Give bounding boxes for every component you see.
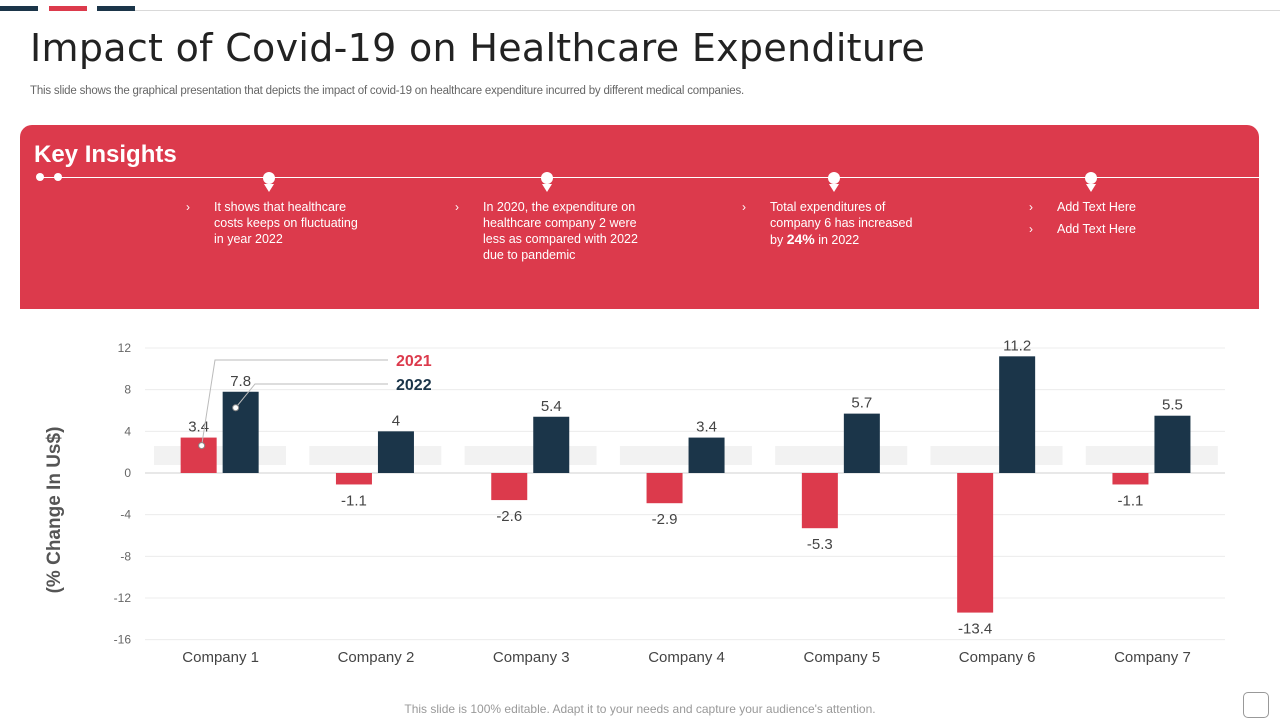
top-rule xyxy=(135,10,1280,11)
bar-2022 xyxy=(377,431,414,473)
chevron-right-icon: › xyxy=(1029,222,1033,236)
bar-2021 xyxy=(180,437,217,473)
insight-item: › In 2020, the expenditure on healthcare… xyxy=(455,199,645,263)
insight-column-3: › Total expenditures of company 6 has in… xyxy=(742,199,927,254)
footer-note: This slide is 100% editable. Adapt it to… xyxy=(404,702,876,716)
chevron-right-icon: › xyxy=(1029,200,1033,214)
insight-text: Add Text Here xyxy=(1057,200,1136,214)
top-bar-left xyxy=(0,6,38,11)
data-label-2021: -5.3 xyxy=(807,536,833,553)
timeline-dot-1 xyxy=(36,173,44,181)
legend-2022: 2022 xyxy=(396,377,432,394)
bar-2021 xyxy=(1112,473,1149,485)
x-tick-label: Company 4 xyxy=(648,649,725,666)
bar-2021 xyxy=(491,473,528,501)
page-title: Impact of Covid-19 on Healthcare Expendi… xyxy=(30,26,926,70)
insight-column-2: › In 2020, the expenditure on healthcare… xyxy=(455,199,645,269)
bar-2022 xyxy=(688,437,725,473)
pin-marker-1 xyxy=(263,172,275,194)
x-tick-label: Company 5 xyxy=(803,649,880,666)
chevron-right-icon: › xyxy=(455,200,459,214)
data-label-2022: 5.5 xyxy=(1162,397,1183,414)
key-insights-heading: Key Insights xyxy=(34,141,177,168)
insight-item: › It shows that healthcare costs keeps o… xyxy=(186,199,366,247)
y-tick-label: -8 xyxy=(120,549,131,563)
y-tick-label: 12 xyxy=(118,341,132,355)
timeline-dot-2 xyxy=(54,173,62,181)
bar-2022 xyxy=(1154,415,1191,473)
chevron-right-icon: › xyxy=(742,200,746,214)
data-label-2022: 11.2 xyxy=(1003,337,1031,354)
data-label-2021: -1.1 xyxy=(1118,492,1144,509)
pin-marker-3 xyxy=(828,172,840,194)
bar-2022 xyxy=(533,416,570,473)
x-tick-label: Company 2 xyxy=(338,649,415,666)
data-label-2021: -2.6 xyxy=(496,508,522,525)
insight-text: It shows that healthcare costs keeps on … xyxy=(214,200,358,246)
corner-box xyxy=(1243,692,1269,718)
bar-2021 xyxy=(646,473,683,504)
category-band xyxy=(619,446,752,465)
data-label-2022: 5.7 xyxy=(851,395,872,412)
bar-2022 xyxy=(999,356,1036,473)
category-band xyxy=(464,446,597,465)
category-band xyxy=(775,446,908,465)
top-bar-middle xyxy=(49,6,87,11)
insight-text: Total expenditures of company 6 has incr… xyxy=(770,200,913,247)
timeline-line xyxy=(40,177,1259,178)
insight-column-4: › Add Text Here › Add Text Here xyxy=(1029,199,1229,243)
pin-marker-4 xyxy=(1085,172,1097,194)
bar-2022 xyxy=(843,413,880,473)
data-label-2021: -2.9 xyxy=(652,511,678,528)
bar-chart: 12 8 4 0 -4 -8 -12 -16 (% Change In Us$) 3.4 7.8 Co… xyxy=(44,337,1225,666)
insight-text: In 2020, the expenditure on healthcare c… xyxy=(483,200,638,262)
insight-highlight: 24% xyxy=(786,231,815,247)
pin-marker-2 xyxy=(541,172,553,194)
insight-column-1: › It shows that healthcare costs keeps o… xyxy=(186,199,366,253)
insight-item: › Add Text Here xyxy=(1029,221,1229,237)
data-label-2022: 3.4 xyxy=(696,419,717,436)
category-band xyxy=(309,446,442,465)
x-tick-label: Company 3 xyxy=(493,649,570,666)
legend-leader-2021 xyxy=(201,359,388,446)
page-subtitle: This slide shows the graphical presentat… xyxy=(30,85,745,97)
y-tick-label: 8 xyxy=(124,383,131,397)
data-label-2022: 4 xyxy=(392,412,400,429)
top-decoration xyxy=(0,0,1280,12)
x-tick-label: Company 1 xyxy=(182,649,259,666)
insight-item: › Total expenditures of company 6 has in… xyxy=(742,199,927,248)
key-insights-panel: Key Insights › It shows that healthcare … xyxy=(20,125,1259,309)
bar-2021 xyxy=(801,473,838,529)
y-tick-label: 4 xyxy=(124,424,131,438)
data-label-2021: -1.1 xyxy=(341,492,367,509)
x-tick-label: Company 7 xyxy=(1114,649,1191,666)
data-label-2022: 5.4 xyxy=(541,398,562,415)
bar-2022 xyxy=(222,391,259,473)
top-bar-right xyxy=(97,6,135,11)
legend-2021: 2021 xyxy=(396,353,432,370)
category-band xyxy=(930,446,1063,465)
insight-item: › Add Text Here xyxy=(1029,199,1229,215)
insight-text-end: in 2022 xyxy=(818,233,860,247)
legend-leader-2022 xyxy=(235,383,388,409)
data-label-2022: 7.8 xyxy=(230,373,251,390)
insight-text: Add Text Here xyxy=(1057,222,1136,236)
category-band xyxy=(154,446,286,465)
y-axis-label: (% Change In Us$) xyxy=(44,427,65,594)
bar-2021 xyxy=(335,473,372,485)
category-band xyxy=(1085,446,1218,465)
y-tick-label: -4 xyxy=(120,508,131,522)
data-label-2021: -13.4 xyxy=(958,621,992,638)
legend-anchor-2021 xyxy=(198,442,206,450)
y-tick-label: -12 xyxy=(114,591,132,605)
legend-anchor-2022 xyxy=(232,404,240,412)
bar-2021 xyxy=(957,473,994,613)
x-tick-label: Company 6 xyxy=(959,649,1036,666)
y-tick-label: 0 xyxy=(124,466,131,480)
y-tick-label: -16 xyxy=(114,633,132,647)
chevron-right-icon: › xyxy=(186,200,190,214)
